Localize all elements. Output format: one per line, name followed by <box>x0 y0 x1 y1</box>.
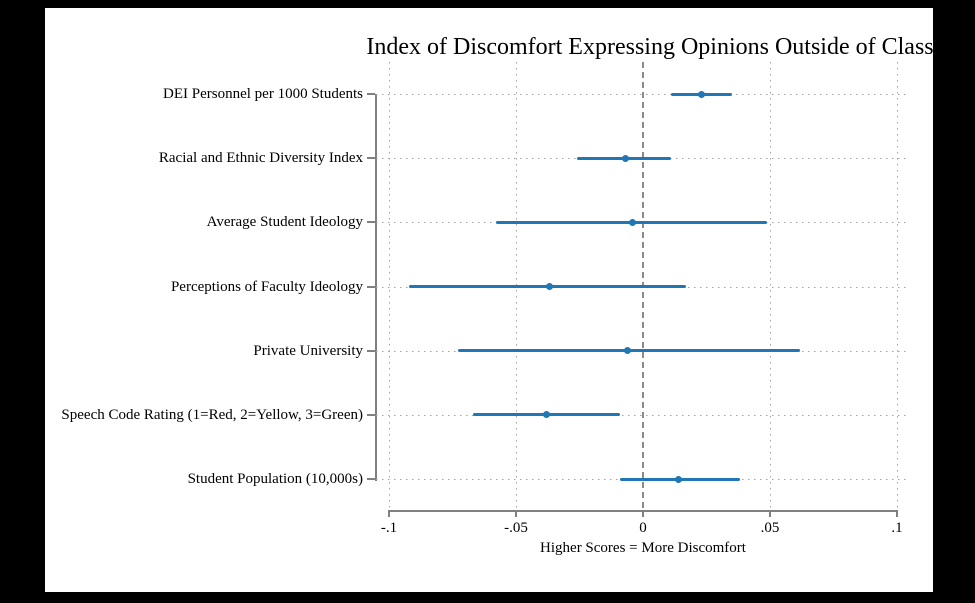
chart-canvas: Index of Discomfort Expressing Opinions … <box>45 8 933 592</box>
point-estimate-marker <box>621 154 629 162</box>
x-axis-tick-label: -.05 <box>504 520 528 536</box>
x-axis-tick <box>388 511 390 517</box>
category-label: Racial and Ethnic Diversity Index <box>158 150 363 167</box>
y-gridline <box>376 94 910 95</box>
x-axis-tick-label: 0 <box>639 520 647 536</box>
category-label: Private University <box>253 342 363 359</box>
category-label: DEI Personnel per 1000 Students <box>163 86 363 102</box>
x-axis-tick-label: -.1 <box>380 520 398 536</box>
x-axis-tick-label: .05 <box>760 520 780 536</box>
y-axis-tick <box>367 285 375 288</box>
x-axis-tick <box>515 511 517 517</box>
point-estimate-marker <box>675 475 683 483</box>
y-axis-line <box>375 94 377 481</box>
category-label: Perceptions of Faculty Ideology <box>170 278 363 295</box>
point-estimate-marker <box>697 90 705 98</box>
y-axis-tick <box>367 478 375 480</box>
chart-title: Index of Discomfort Expressing Opinions … <box>366 34 933 60</box>
x-gridline <box>389 62 390 510</box>
y-axis-tick <box>367 93 375 95</box>
point-estimate-marker <box>629 218 637 226</box>
category-label: Student Population (10,000s) <box>187 471 363 487</box>
y-axis-tick <box>367 157 375 160</box>
y-axis-tick <box>367 349 375 352</box>
x-axis-line <box>388 510 898 512</box>
point-estimate-marker <box>624 347 632 355</box>
x-axis-title: Higher Scores = More Discomfort <box>540 540 746 556</box>
x-axis-tick <box>769 511 771 517</box>
x-gridline <box>770 62 771 510</box>
y-gridline <box>376 414 910 416</box>
x-axis-tick <box>642 511 644 517</box>
point-estimate-marker <box>542 411 550 419</box>
point-estimate-marker <box>545 283 553 290</box>
category-label: Average Student Ideology <box>206 214 363 231</box>
category-label: Speech Code Rating (1=Red, 2=Yellow, 3=G… <box>61 406 363 423</box>
y-axis-tick <box>367 221 375 224</box>
x-axis-tick-label: .1 <box>891 520 903 536</box>
x-gridline <box>897 62 898 510</box>
x-axis-tick <box>896 511 898 517</box>
y-axis-tick <box>367 413 375 416</box>
